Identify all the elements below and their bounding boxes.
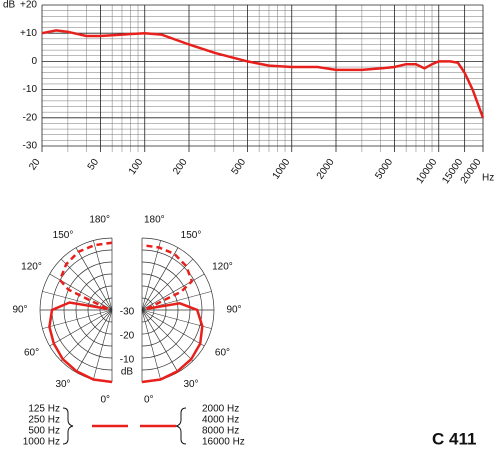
legend-label: 500 Hz xyxy=(28,426,60,437)
polar-spoke xyxy=(141,309,194,362)
angle-label: 150° xyxy=(181,230,202,241)
polar-spoke xyxy=(75,247,113,311)
polar-spoke xyxy=(141,309,179,373)
angle-label: 30° xyxy=(183,379,198,390)
polar-spoke xyxy=(42,309,113,329)
y-tick-label: -30 xyxy=(23,141,38,152)
x-tick-label: 500 xyxy=(230,157,249,177)
legend-label: 1000 Hz xyxy=(23,437,60,448)
angle-label: 120° xyxy=(21,262,42,273)
angle-label: 60° xyxy=(215,348,230,359)
polar-spoke xyxy=(49,273,113,311)
x-tick-label: 100 xyxy=(127,157,146,177)
y-tick-label: -20 xyxy=(23,112,38,123)
polar-curve xyxy=(58,241,113,310)
r-axis-label: dB xyxy=(121,367,134,378)
polar-spoke xyxy=(141,309,161,380)
legend-label: 250 Hz xyxy=(28,415,60,426)
legend-label: 8000 Hz xyxy=(202,426,239,437)
x-tick-label: 1000 xyxy=(271,157,293,182)
angle-label: 90° xyxy=(226,305,241,316)
x-tick-label: 10000 xyxy=(414,157,439,186)
angle-label: 120° xyxy=(212,262,233,273)
x-tick-label: 50 xyxy=(86,157,102,173)
polar-curve xyxy=(48,301,113,384)
legend-label: 125 Hz xyxy=(28,404,60,415)
x-tick-label: 200 xyxy=(171,157,190,177)
y-tick-label: 0 xyxy=(31,56,37,67)
polar-spoke xyxy=(49,309,113,347)
x-tick-label: 20 xyxy=(27,157,43,173)
legend-label: 4000 Hz xyxy=(202,415,239,426)
polar-spoke xyxy=(141,258,194,311)
y-tick-label: +10 xyxy=(20,28,37,39)
angle-label: 150° xyxy=(53,230,74,241)
polar-spoke xyxy=(75,309,113,373)
y-tick-label: +20 xyxy=(20,0,37,11)
polar-spoke xyxy=(141,273,205,311)
polar-spoke xyxy=(141,309,212,329)
polar-spoke xyxy=(60,309,113,362)
y-tick-label: -10 xyxy=(23,84,38,95)
angle-label: 90° xyxy=(12,305,27,316)
polar-spoke xyxy=(93,309,113,380)
angle-label: 180° xyxy=(89,215,110,226)
x-tick-label: 20000 xyxy=(459,157,484,186)
r-tick-label: -30 xyxy=(120,307,135,318)
angle-label: 30° xyxy=(55,379,70,390)
angle-label: 180° xyxy=(144,215,165,226)
angle-label: 60° xyxy=(24,348,39,359)
r-tick-label: -10 xyxy=(120,355,135,366)
x-axis-label: Hz xyxy=(482,173,494,184)
polar-spoke xyxy=(141,309,205,347)
angle-label: 0° xyxy=(144,395,154,406)
legend-label: 2000 Hz xyxy=(202,404,239,415)
legend-label: 16000 Hz xyxy=(202,437,245,448)
response-curve xyxy=(41,29,485,119)
x-tick-label: 5000 xyxy=(373,157,395,182)
r-tick-label: -20 xyxy=(120,331,135,342)
angle-label: 0° xyxy=(100,395,110,406)
polar-spoke xyxy=(141,240,161,311)
polar-curve xyxy=(141,243,194,310)
polar-spoke xyxy=(60,258,113,311)
legend-brace xyxy=(175,407,187,445)
model-name: C 411 xyxy=(432,429,476,448)
y-axis-label: dB xyxy=(3,0,16,11)
polar-curve xyxy=(141,302,204,384)
legend-brace xyxy=(62,407,74,445)
polar-spoke xyxy=(93,240,113,311)
x-tick-label: 2000 xyxy=(315,157,337,182)
polar-spoke xyxy=(141,247,179,311)
